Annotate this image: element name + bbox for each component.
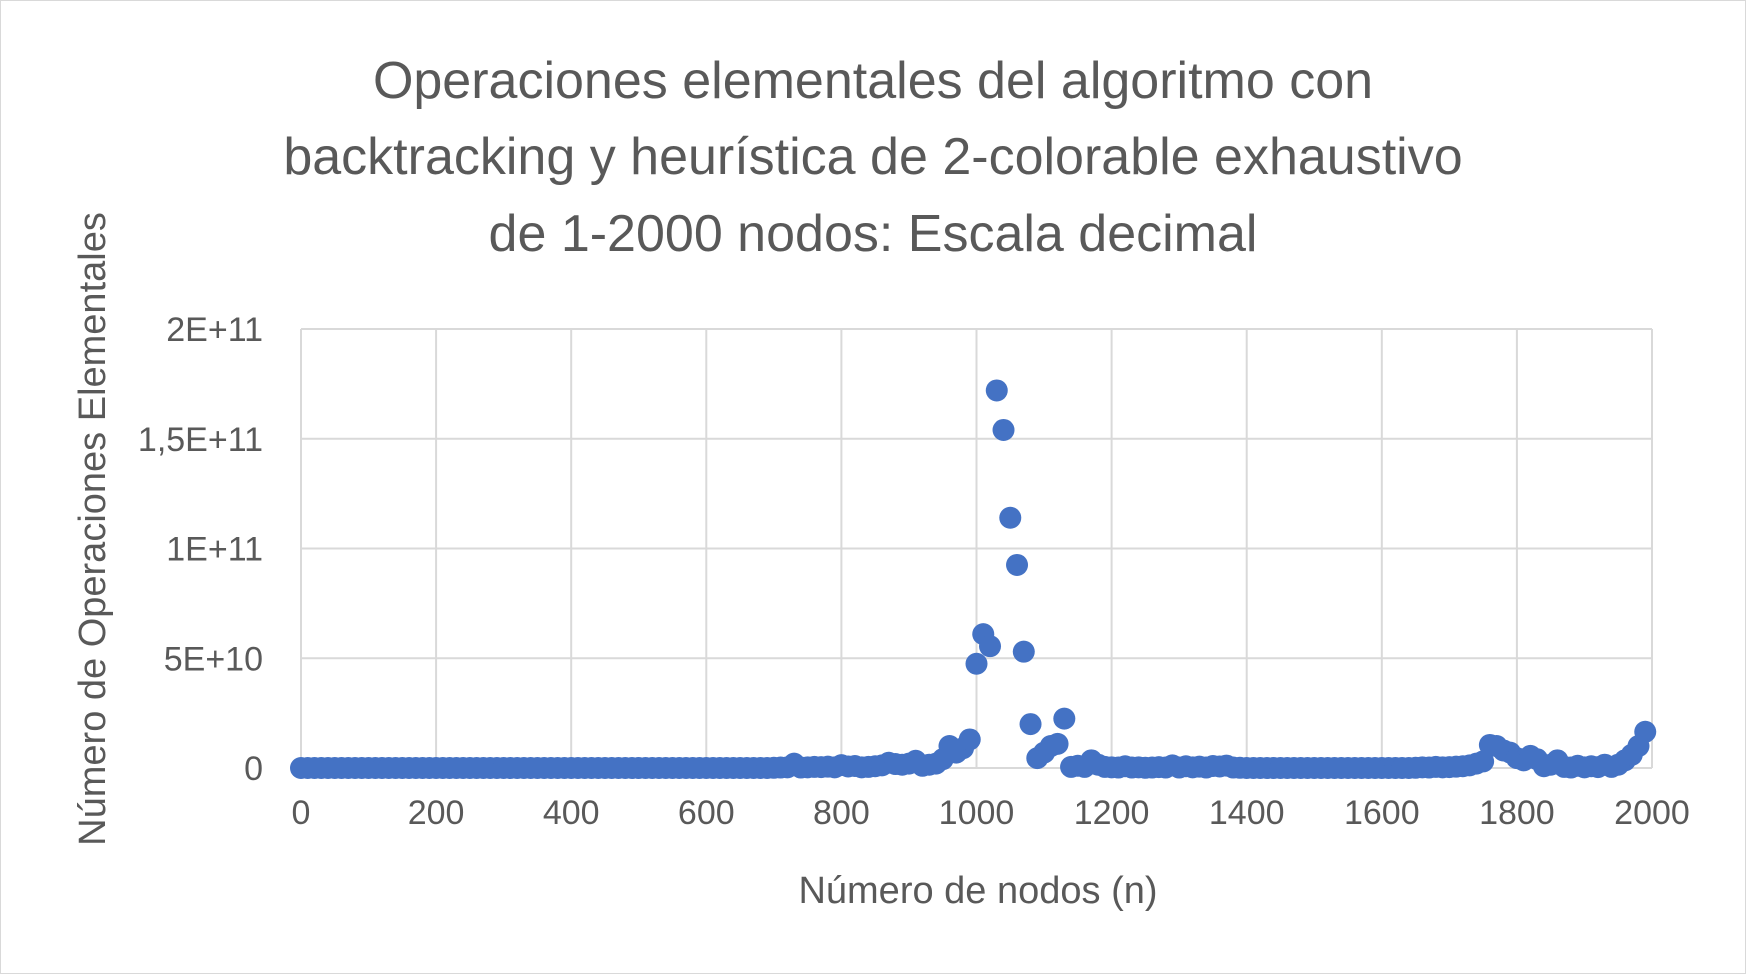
y-tick-label-1: 5E+10 [164, 640, 263, 678]
data-point-0-106 [1006, 553, 1029, 576]
y-tick-labels: 0 5E+10 1E+11 1,5E+11 2E+11 [138, 311, 263, 788]
x-tick-label-0: 0 [292, 794, 311, 832]
data-point-0-108 [1019, 713, 1042, 736]
data-point-0-99 [958, 728, 981, 751]
x-tick-label-10: 2000 [1614, 794, 1690, 832]
x-tick-labels: 0 200 400 600 800 1000 1200 1400 1600 1800 2000 [292, 794, 1690, 832]
gridlines [300, 328, 1653, 769]
data-point-0-175 [1472, 750, 1495, 773]
x-tick-label-2: 400 [543, 794, 600, 832]
y-tick-label-2: 1E+11 [166, 531, 263, 569]
x-tick-label-9: 1800 [1479, 794, 1555, 832]
chart-title-line-2: backtracking y heurística de 2-colorable… [283, 128, 1462, 186]
data-point-0-105 [999, 506, 1022, 529]
x-tick-label-3: 600 [678, 794, 735, 832]
y-tick-label-3: 1,5E+11 [138, 421, 263, 459]
chart-title-line-1: Operaciones elementales del algoritmo co… [373, 52, 1373, 110]
x-tick-label-5: 1000 [939, 794, 1015, 832]
data-point-0-100 [965, 652, 988, 675]
x-tick-label-8: 1600 [1344, 794, 1420, 832]
data-point-0-107 [1012, 640, 1035, 663]
data-point-0-102 [979, 635, 1002, 658]
x-tick-label-4: 800 [813, 794, 870, 832]
x-tick-label-7: 1400 [1209, 794, 1285, 832]
y-tick-label-4: 2E+11 [166, 311, 263, 349]
y-axis-title: Número de Operaciones Elementales [72, 212, 114, 846]
data-point-0-113 [1053, 707, 1076, 730]
data-point-0-199 [1634, 720, 1657, 743]
y-tick-label-0: 0 [244, 750, 263, 788]
data-point-0-103 [985, 379, 1008, 402]
x-tick-label-1: 200 [408, 794, 465, 832]
data-point-0-112 [1046, 732, 1069, 755]
chart-title: Operaciones elementales del algoritmo co… [283, 52, 1462, 263]
chart-title-line-3: de 1-2000 nodos: Escala decimal [489, 205, 1258, 263]
x-axis-title: Número de nodos (n) [798, 870, 1157, 912]
data-point-0-104 [992, 418, 1015, 441]
x-tick-label-6: 1200 [1074, 794, 1150, 832]
data-points [290, 379, 1657, 779]
